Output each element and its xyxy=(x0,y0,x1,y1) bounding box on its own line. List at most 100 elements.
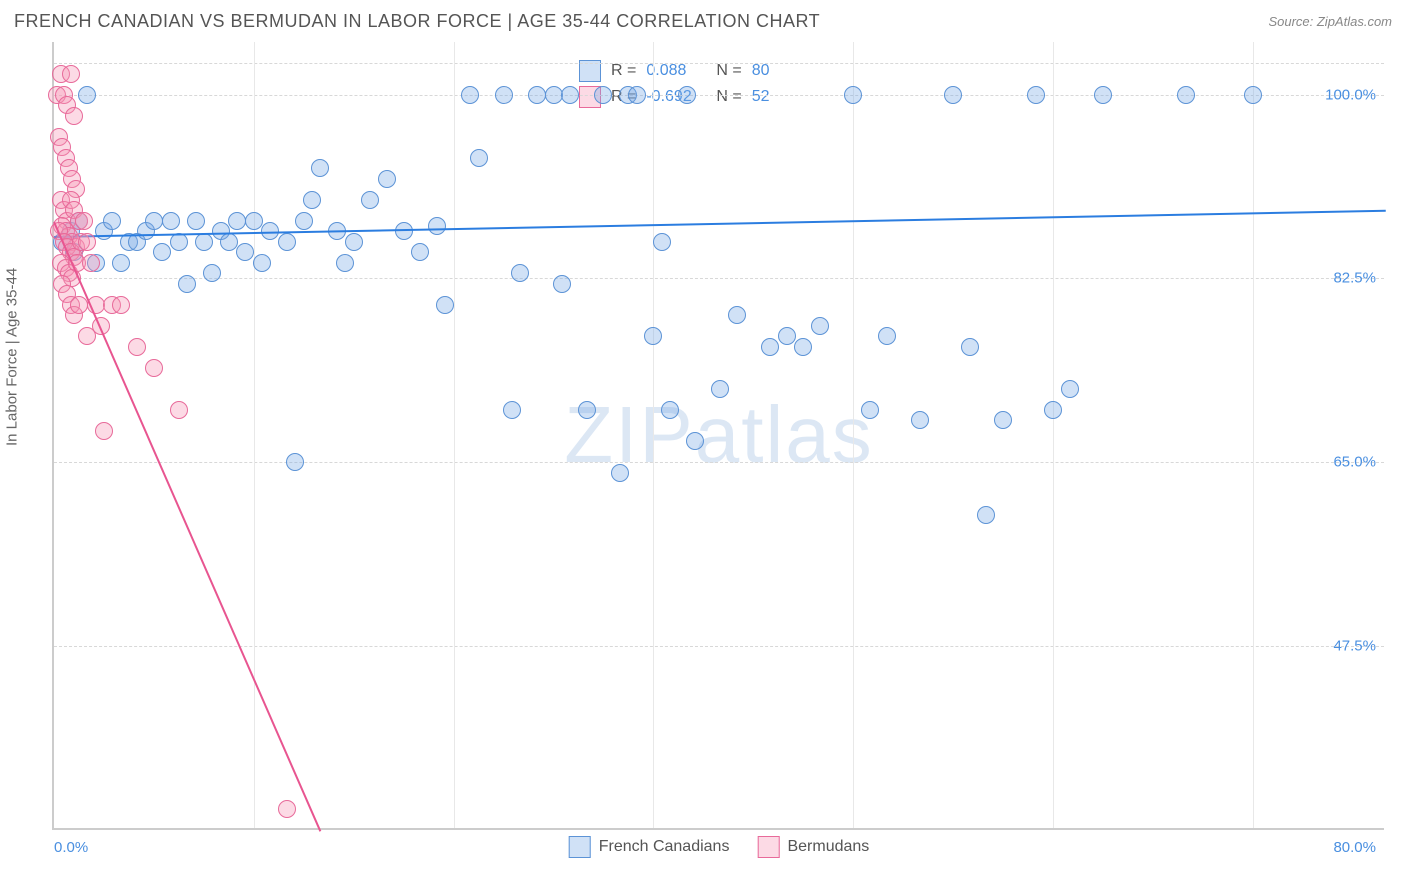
stat-n-label: N = xyxy=(716,62,741,80)
scatter-point xyxy=(761,338,779,356)
scatter-point xyxy=(944,86,962,104)
y-tick-label: 82.5% xyxy=(1333,270,1386,287)
scatter-point xyxy=(594,86,612,104)
scatter-point xyxy=(303,191,321,209)
scatter-point xyxy=(994,411,1012,429)
chart-title: FRENCH CANADIAN VS BERMUDAN IN LABOR FOR… xyxy=(14,11,820,32)
scatter-point xyxy=(1027,86,1045,104)
stat-n-value: 80 xyxy=(752,62,770,80)
y-tick-label: 65.0% xyxy=(1333,454,1386,471)
scatter-point xyxy=(794,338,812,356)
scatter-point xyxy=(1244,86,1262,104)
scatter-point xyxy=(578,401,596,419)
scatter-point xyxy=(336,254,354,272)
scatter-point xyxy=(844,86,862,104)
scatter-point xyxy=(470,149,488,167)
legend-swatch xyxy=(757,836,779,858)
gridline-v xyxy=(454,42,455,828)
scatter-point xyxy=(162,212,180,230)
x-tick-max: 80.0% xyxy=(1333,839,1376,856)
scatter-point xyxy=(103,212,121,230)
scatter-point xyxy=(245,212,263,230)
scatter-point xyxy=(78,327,96,345)
scatter-point xyxy=(195,233,213,251)
scatter-point xyxy=(278,233,296,251)
scatter-point xyxy=(170,401,188,419)
gridline-v xyxy=(254,42,255,828)
stat-r-value: -0.692 xyxy=(646,88,706,106)
scatter-point xyxy=(78,86,96,104)
regression-line xyxy=(53,221,321,831)
scatter-point xyxy=(62,65,80,83)
stats-row: R =0.088N =80 xyxy=(573,58,775,84)
scatter-point xyxy=(678,86,696,104)
legend-item: French Canadians xyxy=(569,836,730,858)
scatter-point xyxy=(203,264,221,282)
scatter-point xyxy=(311,159,329,177)
scatter-point xyxy=(220,233,238,251)
chart-header: FRENCH CANADIAN VS BERMUDAN IN LABOR FOR… xyxy=(0,0,1406,42)
scatter-point xyxy=(112,254,130,272)
scatter-point xyxy=(911,411,929,429)
scatter-point xyxy=(436,296,454,314)
scatter-point xyxy=(711,380,729,398)
legend-item: Bermudans xyxy=(757,836,869,858)
scatter-point xyxy=(861,401,879,419)
legend: French Canadians Bermudans xyxy=(569,836,870,858)
scatter-point xyxy=(653,233,671,251)
scatter-point xyxy=(345,233,363,251)
y-tick-label: 100.0% xyxy=(1325,86,1386,103)
scatter-point xyxy=(461,86,479,104)
legend-swatch xyxy=(569,836,591,858)
scatter-point xyxy=(528,86,546,104)
scatter-point xyxy=(253,254,271,272)
y-tick-label: 47.5% xyxy=(1333,638,1386,655)
scatter-point xyxy=(503,401,521,419)
stat-r-label: R = xyxy=(611,62,636,80)
scatter-point xyxy=(236,243,254,261)
scatter-point xyxy=(95,422,113,440)
scatter-point xyxy=(545,86,563,104)
gridline-v xyxy=(653,42,654,828)
legend-label: French Canadians xyxy=(599,838,730,856)
scatter-point xyxy=(145,212,163,230)
scatter-point xyxy=(977,506,995,524)
scatter-point xyxy=(78,233,96,251)
scatter-point xyxy=(1094,86,1112,104)
scatter-point xyxy=(75,212,93,230)
scatter-point xyxy=(178,275,196,293)
scatter-point xyxy=(378,170,396,188)
scatter-point xyxy=(278,800,296,818)
gridline-v xyxy=(1253,42,1254,828)
scatter-point xyxy=(961,338,979,356)
x-tick-min: 0.0% xyxy=(54,839,88,856)
scatter-point xyxy=(686,432,704,450)
scatter-point xyxy=(1061,380,1079,398)
scatter-point xyxy=(286,453,304,471)
scatter-plot: ZIPatlas 0.0% 80.0% R =0.088N =80R =-0.6… xyxy=(52,42,1384,830)
scatter-point xyxy=(65,107,83,125)
scatter-point xyxy=(1177,86,1195,104)
watermark: ZIPatlas xyxy=(564,389,873,481)
scatter-point xyxy=(361,191,379,209)
scatter-point xyxy=(628,86,646,104)
scatter-point xyxy=(145,359,163,377)
scatter-point xyxy=(661,401,679,419)
scatter-point xyxy=(295,212,313,230)
stat-n-value: 52 xyxy=(752,88,770,106)
scatter-point xyxy=(495,86,513,104)
scatter-point xyxy=(153,243,171,261)
scatter-point xyxy=(228,212,246,230)
y-axis-label: In Labor Force | Age 35-44 xyxy=(4,268,21,446)
scatter-point xyxy=(778,327,796,345)
scatter-point xyxy=(1044,401,1062,419)
scatter-point xyxy=(811,317,829,335)
scatter-point xyxy=(70,296,88,314)
scatter-point xyxy=(411,243,429,261)
scatter-point xyxy=(553,275,571,293)
gridline-v xyxy=(1053,42,1054,828)
scatter-point xyxy=(728,306,746,324)
stat-n-label: N = xyxy=(716,88,741,106)
scatter-point xyxy=(611,464,629,482)
scatter-point xyxy=(561,86,579,104)
